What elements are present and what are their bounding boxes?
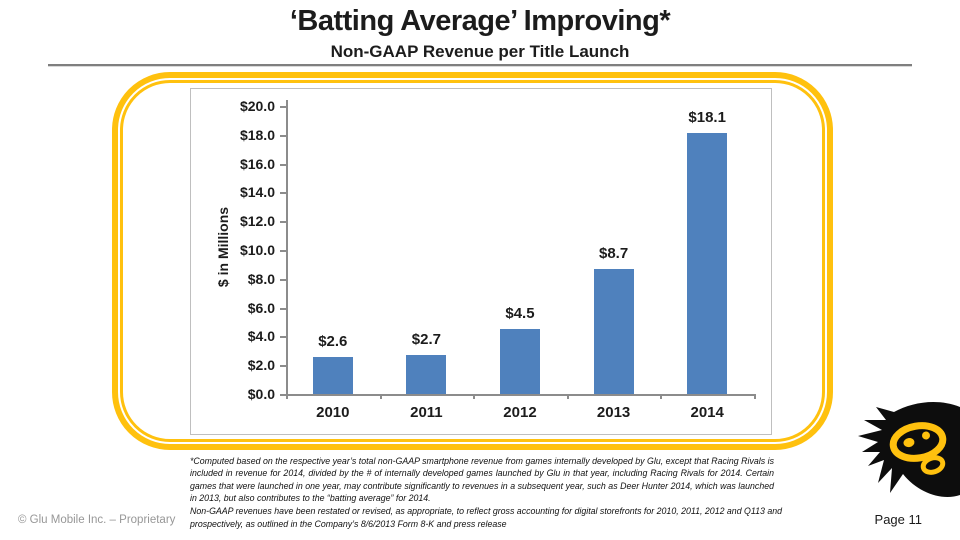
y-tick-label: $10.0 [239, 242, 275, 258]
y-tick-label: $6.0 [247, 299, 275, 316]
x-tick-mark [567, 394, 569, 399]
x-tick-mark [754, 394, 756, 399]
y-tick-label: $2.0 [247, 357, 275, 374]
x-tick-mark [660, 394, 662, 399]
x-category-label: 2014 [690, 404, 724, 421]
y-tick-mark [280, 250, 286, 252]
x-category-label: 2011 [410, 404, 443, 421]
y-tick-label: $4.0 [247, 328, 275, 345]
x-axis-line [286, 394, 756, 396]
x-tick-mark [473, 394, 475, 399]
y-tick-label: $14.0 [239, 184, 275, 201]
bar-2014 [687, 133, 727, 394]
header-divider [48, 64, 912, 67]
x-tick-mark [286, 394, 288, 399]
bar-2011 [406, 355, 446, 394]
bar-value-label: $4.5 [505, 305, 535, 322]
y-axis-line [286, 100, 288, 394]
glu-ink-splat-logo [858, 401, 960, 497]
bar-2013 [594, 269, 634, 394]
y-tick-label: $8.0 [247, 270, 275, 287]
y-tick-mark [280, 394, 286, 396]
y-tick-label: $16.0 [239, 155, 275, 172]
y-tick-mark [280, 134, 286, 137]
y-tick-label: $0.0 [247, 386, 275, 402]
y-tick-mark [280, 221, 286, 224]
x-category-label: 2010 [316, 404, 350, 421]
footnote-computed: *Computed based on the respective year’s… [190, 456, 774, 504]
page-number: Page 11 [874, 512, 922, 527]
bar-value-label: $8.7 [598, 245, 629, 262]
bar-2012 [500, 329, 540, 394]
y-tick-label: $20.0 [239, 98, 275, 114]
bar-value-label: $2.6 [318, 333, 348, 350]
y-tick-mark [280, 307, 286, 310]
page-title: ‘Batting Average’ Improving* [289, 5, 671, 37]
y-tick-mark [280, 336, 286, 339]
bar-2010 [313, 357, 353, 394]
bar-chart: $ in Millions $20.0 $18.0 $16.0 $14.0 $12.0 $… [190, 88, 772, 435]
x-category-label: 2013 [596, 404, 631, 421]
y-tick-mark [280, 106, 286, 108]
y-tick-mark [280, 278, 286, 281]
copyright-text: © Glu Mobile Inc. – Proprietary [18, 514, 176, 526]
y-tick-mark [280, 192, 286, 195]
x-tick-mark [380, 394, 382, 399]
y-tick-mark [280, 163, 286, 166]
bar-value-label: $2.7 [411, 331, 441, 348]
y-tick-label: $18.0 [239, 126, 275, 143]
yellow-frame-inner [120, 80, 825, 442]
footnote-nongaap: Non-GAAP revenues have been restated or … [190, 506, 783, 529]
y-tick-label: $12.0 [239, 213, 275, 230]
x-category-label: 2012 [503, 404, 537, 421]
y-tick-mark [280, 365, 286, 368]
yellow-frame [112, 72, 833, 450]
bar-value-label: $18.1 [688, 109, 726, 126]
page-subtitle: Non-GAAP Revenue per Title Launch [330, 42, 630, 61]
